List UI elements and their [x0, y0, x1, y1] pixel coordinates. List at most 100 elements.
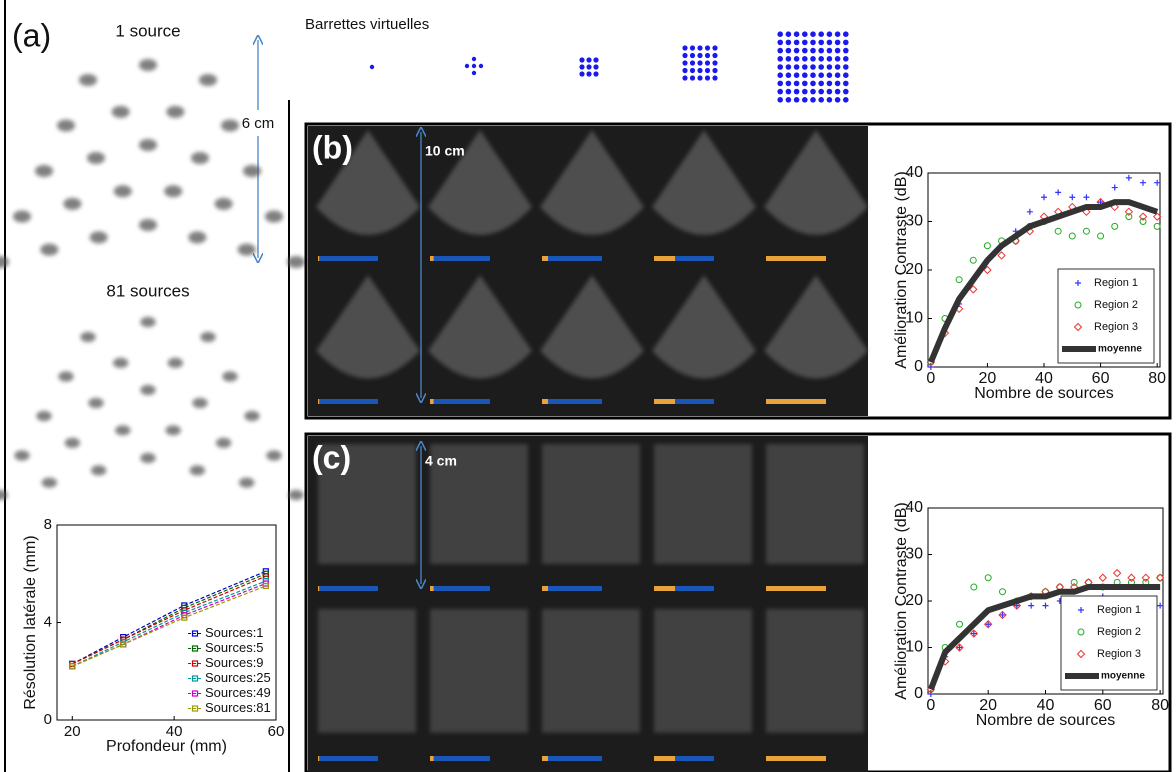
data-point [1127, 573, 1136, 582]
array-dot [785, 31, 792, 37]
psf-spot [166, 105, 185, 118]
psf-spot [164, 185, 183, 198]
array-dot [843, 64, 849, 70]
array-dot [834, 72, 841, 78]
array-dot [793, 72, 800, 78]
psf-spot [115, 425, 131, 436]
array-dot [471, 70, 477, 76]
ultrasound-image [316, 130, 420, 235]
array-dot [682, 67, 688, 74]
panel-border [304, 122, 1172, 420]
array-dot [834, 31, 841, 37]
y-axis-label: Amélioration Contraste (dB) [893, 502, 910, 699]
array-dot [793, 80, 800, 87]
array-dot [826, 97, 833, 103]
psf-spot [188, 231, 207, 244]
legend-label: moyenne [1098, 344, 1142, 355]
array-dot [818, 80, 824, 87]
progress-bar [318, 756, 378, 761]
progress-fill [766, 756, 826, 761]
legend-label: Sources:1 [205, 625, 264, 640]
data-point [1152, 212, 1162, 221]
psf-spot [13, 210, 31, 223]
array-dot [777, 39, 783, 46]
y-tick-label: 40 [905, 499, 923, 516]
psf-spot [243, 165, 261, 177]
image-label: 81 sources [106, 281, 189, 300]
data-point [956, 620, 964, 628]
array-dot [834, 88, 841, 95]
array-dot [464, 63, 470, 69]
scale-label: 10 cm [425, 143, 465, 159]
psf-spot [80, 331, 96, 343]
array-dot [689, 75, 696, 81]
psf-spot [140, 316, 156, 328]
array-dot [793, 56, 800, 62]
array-dot [834, 64, 841, 70]
progress-bar [654, 399, 714, 404]
data-point [969, 285, 978, 294]
data-point [1157, 602, 1164, 609]
array-dot [471, 56, 477, 62]
progress-bar [430, 256, 490, 261]
array-dot [802, 56, 808, 62]
mean-line [928, 584, 1161, 691]
array-dot [818, 31, 824, 37]
ultrasound-image [430, 444, 528, 564]
ultrasound-image [540, 275, 644, 379]
progress-fill [654, 756, 675, 761]
progress-fill [318, 586, 320, 591]
array-dot [689, 60, 696, 66]
panel-label: (a) [12, 17, 51, 53]
array-dot [777, 47, 783, 54]
psf-spot [89, 231, 108, 244]
scale-label: 6 cm [242, 115, 275, 132]
data-point [1138, 212, 1148, 221]
data-point [969, 629, 979, 638]
array-dot [810, 97, 816, 103]
legend-label: Sources:9 [205, 655, 264, 670]
x-tick-label: 0 [926, 370, 935, 387]
array-dot [834, 80, 841, 87]
ultrasound-image [654, 609, 752, 733]
psf-spot [113, 357, 129, 368]
data-point [970, 583, 978, 591]
legend-label: moyenne [1101, 671, 1145, 682]
progress-bar [318, 586, 378, 591]
y-tick-label: 0 [914, 685, 923, 702]
array-dot [802, 39, 808, 46]
array-dot [579, 71, 585, 77]
psf-spot [140, 384, 156, 396]
progress-fill [654, 256, 675, 261]
x-tick-label: 60 [1094, 697, 1112, 714]
x-axis-label: Nombre de sources [974, 385, 1114, 402]
array-dot [843, 47, 849, 54]
data-point [999, 588, 1007, 596]
data-point [1097, 232, 1105, 240]
ultrasound-image [430, 609, 528, 733]
progress-bar [542, 256, 602, 261]
progress-fill [318, 756, 320, 761]
array-dot [834, 47, 841, 54]
array-dot [818, 47, 824, 54]
array-dot [712, 75, 718, 81]
legend-marker [191, 690, 199, 697]
psf-spot [40, 243, 59, 256]
array-dot [834, 97, 841, 103]
ultrasound-image [764, 275, 868, 379]
data-point [1153, 222, 1161, 230]
data-point [1141, 573, 1151, 582]
data-point [1125, 174, 1132, 181]
data-point [1054, 227, 1062, 235]
ultrasound-image [542, 444, 640, 564]
y-tick-label: 40 [905, 164, 923, 181]
array-dot [777, 56, 783, 62]
data-point [1042, 602, 1049, 609]
psf-spot [237, 243, 256, 256]
plot-frame [56, 524, 277, 721]
array-dot [471, 63, 477, 69]
series-line [71, 570, 267, 665]
legend-label: Region 1 [1097, 604, 1141, 616]
data-point [970, 630, 977, 637]
data-point [1112, 568, 1122, 578]
